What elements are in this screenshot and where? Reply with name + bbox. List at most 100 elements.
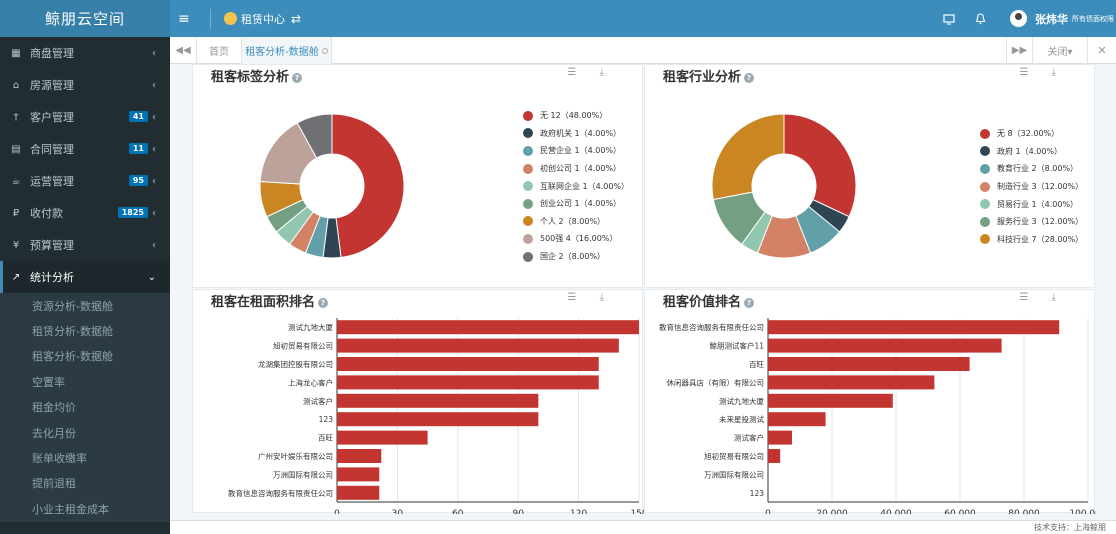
legend-label: 国企 2（8.00%） (540, 252, 606, 262)
menu-toggle-icon[interactable]: ≡ (178, 10, 190, 27)
chart-toolbox[interactable]: ☰ ⤓ (567, 67, 614, 78)
sidebar-item-label: 统计分析 (30, 271, 74, 284)
sidebar-item[interactable]: † 客户管理 41 ‹ (0, 101, 170, 133)
tab-prev-icon[interactable]: ◀◀ (170, 37, 197, 64)
sidebar-item[interactable]: ☕ 运营管理 95 ‹ (0, 165, 170, 197)
legend-item[interactable]: 初创公司 1（4.00%） (523, 160, 629, 178)
help-icon[interactable]: ? (744, 72, 755, 83)
legend-item[interactable]: 制造行业 3（12.00%） (980, 178, 1083, 196)
pie-slice[interactable] (296, 113, 333, 159)
bar[interactable] (337, 320, 639, 335)
value-title-text: 租客价值排名 (663, 295, 742, 310)
legend-item[interactable]: 创业公司 1（4.00%） (523, 195, 629, 213)
legend-item[interactable]: 科技行业 7（28.00%） (980, 231, 1083, 249)
y-category-label: 上海龙心客户 (288, 377, 333, 387)
legend-item[interactable]: 政府机关 1（4.00%） (523, 125, 629, 143)
close-icon[interactable]: ✕ (1097, 44, 1107, 57)
tab-home[interactable]: 首页 (197, 37, 242, 64)
tags-pie-chart (259, 113, 405, 259)
sidebar-item[interactable]: ₽ 收付款 1825 ‹ (0, 197, 170, 229)
bar[interactable] (337, 357, 599, 371)
legend-item[interactable]: 无 12（48.00%） (523, 107, 629, 125)
legend-swatch (523, 110, 533, 121)
legend-label: 民营企业 1（4.00%） (540, 146, 622, 156)
legend-item[interactable]: 国企 2（8.00%） (523, 248, 629, 266)
tab-active[interactable]: 租客分析-数据舱 (242, 37, 332, 64)
tab-refresh-icon[interactable] (321, 47, 328, 54)
bar[interactable] (337, 412, 539, 427)
tab-ops-dropdown[interactable]: 关闭▾ (1033, 37, 1088, 64)
legend-item[interactable]: 个人 2（8.00%） (523, 213, 629, 231)
legend-item[interactable]: 民营企业 1（4.00%） (523, 142, 629, 160)
sidebar-item[interactable]: ▤ 合同管理 11 ‹ (0, 133, 170, 165)
x-tick-label: 100,000 (1069, 509, 1096, 514)
bar[interactable] (768, 449, 781, 463)
menu-icon: ▦ (11, 47, 21, 59)
help-icon[interactable]: ? (292, 72, 303, 83)
sidebar-subitem[interactable]: 资源分析-数据舱 (0, 293, 170, 319)
legend-item[interactable]: 教育行业 2（8.00%） (980, 160, 1083, 178)
x-tick-label: 60,000 (944, 509, 976, 514)
sidebar-subitem[interactable]: 小业主租金成本 (0, 496, 170, 522)
bar[interactable] (337, 375, 599, 390)
sidebar-item[interactable]: ▦ 商盘管理 ‹ (0, 37, 170, 69)
bar[interactable] (768, 430, 792, 445)
legend-label: 制造行业 3（12.00%） (997, 182, 1084, 192)
help-icon[interactable]: ? (744, 297, 755, 308)
bar[interactable] (768, 375, 935, 390)
legend-label: 科技行业 7（28.00%） (997, 234, 1084, 244)
tab-next-icon[interactable]: ▶▶ (1006, 37, 1033, 64)
bar[interactable] (768, 338, 1002, 353)
pie-slice[interactable] (783, 113, 857, 218)
help-icon[interactable]: ? (318, 297, 329, 308)
legend-item[interactable]: 政府 1（4.00%） (980, 143, 1083, 161)
sidebar-subitem[interactable]: 空置率 (0, 369, 170, 395)
pie-slice[interactable] (711, 113, 785, 201)
sidebar-subitem[interactable]: 提前退租 (0, 470, 170, 497)
menu-icon: ☕ (11, 175, 21, 187)
bar[interactable] (337, 467, 380, 482)
area-bar-chart: 0 30 60 90 120 150 测试九地大厦旭初贸易有限公司龙湖集团控股有限公司上海龙… (228, 318, 644, 514)
legend-item[interactable]: 服务行业 3（12.00%） (980, 213, 1083, 231)
legend-item[interactable]: 无 8（32.00%） (980, 125, 1083, 143)
user-role: 所有债面权限 (1072, 14, 1114, 23)
sidebar-item[interactable]: ¥ 预算管理 ‹ (0, 229, 170, 261)
y-category-label: 广州安叶娱乐有限公司 (258, 451, 333, 461)
legend-item[interactable]: 500强 4（16.00%） (523, 230, 629, 248)
screen-icon[interactable] (943, 0, 955, 37)
bar[interactable] (337, 393, 539, 408)
sidebar-item[interactable]: ⌂ 房源管理 ‹ (0, 69, 170, 101)
bar[interactable] (768, 412, 826, 427)
y-category-label: 休闲器具店（有限）有限公司 (667, 377, 765, 387)
chart-toolbox[interactable]: ☰ ⤓ (1019, 292, 1066, 303)
bar[interactable] (337, 338, 619, 353)
bar[interactable] (768, 357, 970, 371)
sidebar-subitem[interactable]: 账单收缴率 (0, 445, 170, 471)
sidebar-item-label: 商盘管理 (30, 47, 74, 60)
bar[interactable] (768, 393, 893, 408)
legend-item[interactable]: 贸易行业 1（4.00%） (980, 195, 1083, 213)
center-switch[interactable]: 租赁中心 ⇄ (224, 0, 301, 37)
bar[interactable] (337, 430, 428, 445)
chart-toolbox[interactable]: ☰ ⤓ (1019, 67, 1066, 78)
pie-slice[interactable] (331, 113, 405, 258)
sidebar-item[interactable]: ↗ 统计分析 ⌄ (0, 261, 170, 293)
legend-label: 政府 1（4.00%） (997, 146, 1063, 156)
bar[interactable] (768, 320, 1060, 335)
y-category-label: 教育信息咨询服务有限责任公司 (228, 488, 333, 498)
bell-icon[interactable] (975, 0, 986, 37)
sidebar-item-label: 预算管理 (30, 239, 74, 252)
sidebar-subitem[interactable]: 租客分析-数据舱 (0, 343, 170, 370)
sidebar-subitem[interactable]: 去化月份 (0, 419, 170, 446)
chart-toolbox[interactable]: ☰ ⤓ (567, 292, 614, 303)
bar[interactable] (337, 449, 382, 463)
user-menu[interactable]: 张炜华 所有债面权限 (1010, 0, 1114, 37)
y-category-label: 百旺 (318, 434, 333, 443)
sidebar-subitem[interactable]: 租金均价 (0, 394, 170, 420)
footer-text: 技术支持：上海鲸朋 (1034, 523, 1106, 532)
app-logo[interactable]: 鲸朋云空间 (0, 0, 170, 37)
sidebar-subitem[interactable]: 租赁分析-数据舱 (0, 318, 170, 344)
bar[interactable] (337, 485, 380, 500)
legend-item[interactable]: 互联网企业 1（4.00%） (523, 177, 629, 195)
chevron-icon: ‹ (152, 239, 156, 251)
